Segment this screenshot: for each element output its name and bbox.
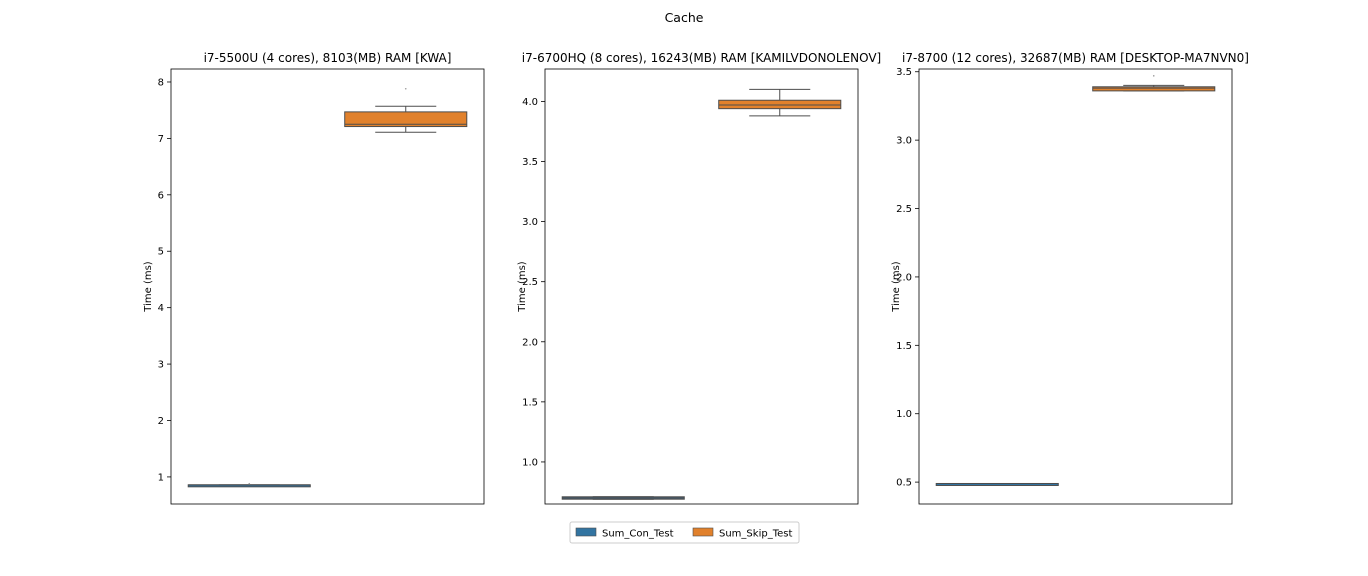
y-tick-label: 1.0 [896,409,912,420]
y-tick-label: 3.5 [522,157,538,168]
outlier-point [1152,75,1155,77]
box-Sum_Con_Test [187,482,311,488]
outlier-point [404,87,407,90]
y-tick-label: 8 [158,77,164,88]
y-tick-label: 5 [158,247,164,258]
chart-panel-1: i7-5500U (4 cores), 8103(MB) RAM [KWA] Ti… [143,51,485,505]
legend: Sum_Con_Test Sum_Skip_Test [569,521,800,544]
legend-swatch [575,527,597,537]
y-axis-label: Time (ms) [891,261,902,313]
chart-panel-3: i7-8700 (12 cores), 32687(MB) RAM [DESKT… [891,51,1249,505]
box-Sum_Con_Test [935,482,1059,486]
y-tick-label: 1 [158,472,164,483]
box-Sum_Skip_Test [344,87,468,133]
legend-label: Sum_Con_Test [602,529,674,540]
y-tick-label: 3.0 [896,136,912,147]
y-tick-label: 0.5 [896,478,912,489]
box-Sum_Skip_Test [1092,75,1216,92]
box-Sum_Con_Test [561,496,685,500]
box-Sum_Skip_Test [718,88,842,117]
legend-frame [569,521,800,544]
legend-item-Sum_Skip_Test: Sum_Skip_Test [692,527,792,540]
iqr-box [344,111,468,128]
chart-panels: i7-5500U (4 cores), 8103(MB) RAM [KWA] Ti… [143,51,1249,505]
figure-title: Cache [665,10,704,25]
y-tick-label: 7 [158,134,164,145]
y-tick-label: 4.0 [522,97,538,108]
y-tick-label: 3.5 [896,67,912,78]
y-tick-label: 2.0 [522,337,538,348]
y-tick-label: 3 [158,360,164,371]
y-tick-label: 2.5 [896,204,912,215]
y-tick-label: 1.5 [896,341,912,352]
y-tick-label: 2.5 [522,277,538,288]
y-tick-label: 1.0 [522,457,538,468]
plot-frame [170,68,485,505]
plot-frame [544,68,859,505]
chart-title: i7-5500U (4 cores), 8103(MB) RAM [KWA] [204,51,452,65]
y-axis-label: Time (ms) [517,261,528,313]
legend-label: Sum_Skip_Test [719,529,792,540]
chart-title: i7-8700 (12 cores), 32687(MB) RAM [DESKT… [902,51,1249,65]
y-axis-label: Time (ms) [143,261,154,313]
iqr-box [1092,86,1216,92]
y-tick-label: 3.0 [522,217,538,228]
y-tick-label: 2.0 [896,272,912,283]
plot-frame [918,68,1233,505]
y-tick-label: 1.5 [522,397,538,408]
chart-panel-2: i7-6700HQ (8 cores), 16243(MB) RAM [KAMI… [517,51,881,505]
legend-item-Sum_Con_Test: Sum_Con_Test [575,527,674,540]
legend-swatch [692,527,714,537]
y-tick-label: 2 [158,416,164,427]
y-tick-label: 6 [158,190,164,201]
outlier-point [248,482,251,485]
y-tick-label: 4 [158,303,164,314]
iqr-box [718,99,842,110]
chart-title: i7-6700HQ (8 cores), 16243(MB) RAM [KAMI… [522,51,881,65]
